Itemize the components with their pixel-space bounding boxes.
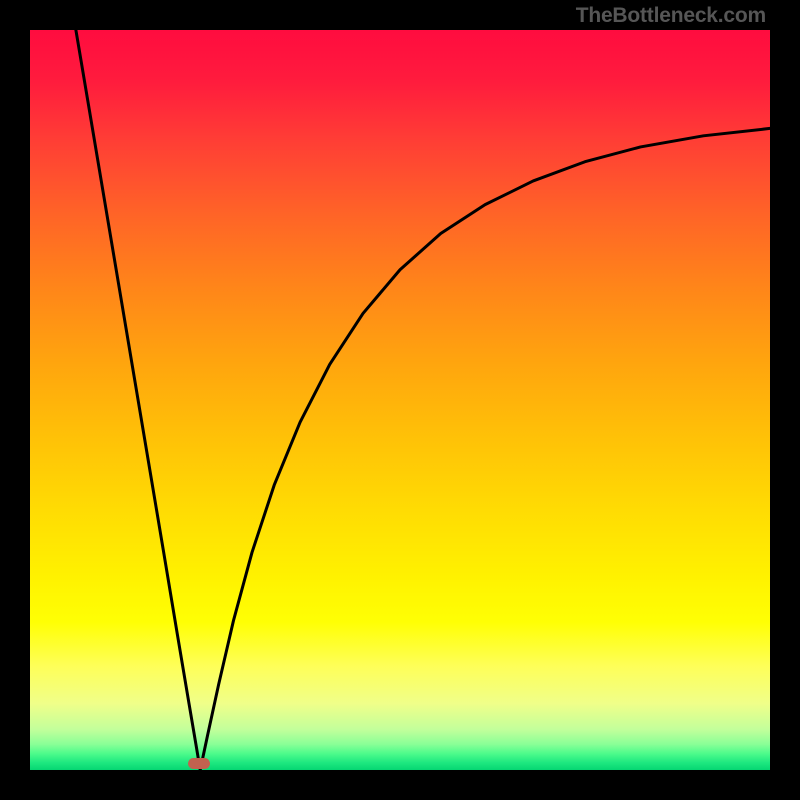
bottleneck-curve (30, 30, 770, 770)
chart-frame: TheBottleneck.com (0, 0, 800, 800)
watermark-text: TheBottleneck.com (576, 4, 766, 28)
minimum-marker (188, 758, 210, 769)
plot-area (30, 30, 770, 770)
